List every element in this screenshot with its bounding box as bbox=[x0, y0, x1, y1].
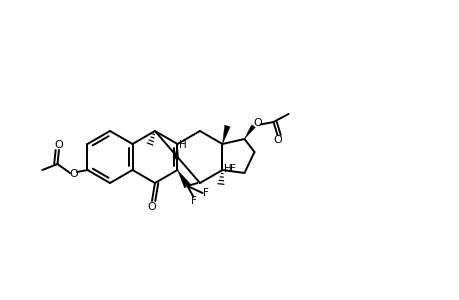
Text: H: H bbox=[223, 164, 231, 174]
Polygon shape bbox=[174, 144, 178, 159]
Text: O: O bbox=[253, 118, 262, 128]
Text: O: O bbox=[69, 169, 78, 179]
Text: H: H bbox=[179, 140, 186, 150]
Text: F: F bbox=[229, 164, 235, 173]
Text: O: O bbox=[273, 135, 282, 145]
Text: F: F bbox=[190, 196, 196, 206]
Text: F: F bbox=[202, 188, 208, 198]
Polygon shape bbox=[244, 125, 255, 139]
Text: O: O bbox=[55, 140, 63, 150]
Polygon shape bbox=[222, 125, 230, 144]
Polygon shape bbox=[177, 170, 190, 188]
Text: O: O bbox=[147, 202, 156, 212]
